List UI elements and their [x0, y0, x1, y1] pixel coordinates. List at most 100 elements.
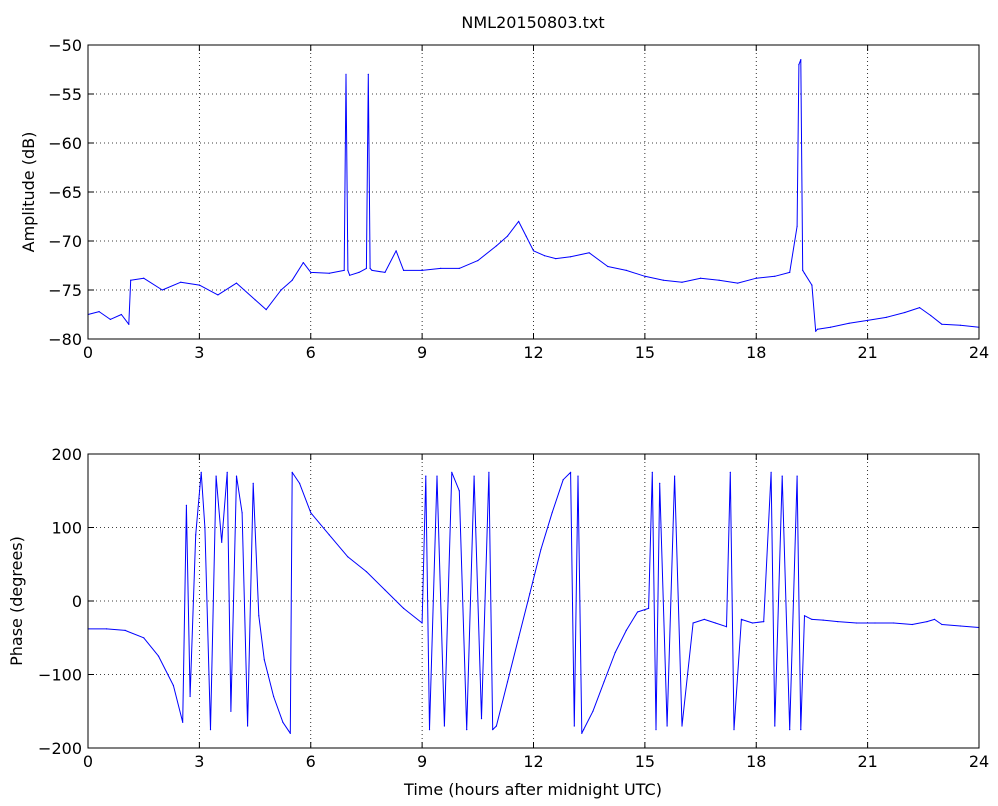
phase-data-point [289, 732, 291, 734]
phase-data-point [733, 729, 735, 731]
amplitude-data-point [941, 323, 943, 325]
amplitude-data-point [235, 282, 238, 284]
amplitude-data-point [328, 272, 330, 274]
phase-y-axis-label: Phase (degrees) [7, 536, 26, 666]
amplitude-data-point [802, 269, 804, 271]
amplitude-panel: 0 3 6 9 12 15 18 21 24 −50 −55 −60 −65 −70 −75 −80 NML2… [19, 13, 989, 362]
amplitude-data-point [143, 277, 145, 279]
x-axis-label: Time (hours after midnight UTC) [403, 780, 662, 799]
phase-x-tick-label: 21 [857, 752, 877, 771]
phase-x-tick-label: 6 [306, 752, 316, 771]
amplitude-data-point [607, 265, 609, 268]
phase-data-point [421, 622, 423, 624]
amplitude-data-point [755, 277, 757, 279]
amplitude-data-point [302, 262, 304, 264]
phase-data-point [681, 725, 683, 727]
phase-data-point [235, 475, 238, 477]
phase-y-tick-label: 200 [51, 445, 82, 464]
amplitude-data-point [811, 284, 813, 286]
amplitude-y-tick-label: −60 [48, 134, 82, 153]
amplitude-data-point [662, 279, 665, 281]
phase-data-point [310, 512, 312, 514]
phase-data-point [725, 626, 728, 628]
amplitude-data-point [254, 299, 256, 301]
phase-data-point [529, 593, 531, 595]
phase-x-tick-label: 9 [417, 752, 427, 771]
phase-data-point [230, 710, 232, 712]
phase-data-point [803, 615, 806, 617]
phase-y-tick-label: 100 [51, 519, 82, 538]
amplitude-data-point [867, 319, 869, 321]
amplitude-data-point [384, 271, 386, 273]
amplitude-data-point [310, 271, 312, 273]
amplitude-data-point [161, 289, 163, 291]
amplitude-data-point [588, 252, 590, 254]
amplitude-data-point [774, 275, 776, 277]
phase-data-point [893, 622, 895, 624]
phase-y-tick-label: −100 [38, 666, 82, 685]
phase-y-tick-label: 0 [72, 592, 82, 611]
phase-panel: 0 3 6 9 12 15 18 21 24 200 100 0 −100 −200 Phase (deg… [7, 445, 989, 799]
amplitude-data-point [458, 267, 460, 269]
phase-data-point [488, 471, 490, 473]
phase-data-point [291, 471, 293, 473]
phase-data-point [577, 475, 579, 477]
amplitude-data-point [367, 73, 369, 75]
amplitude-data-point [180, 281, 182, 283]
phase-data-point [811, 618, 813, 621]
amplitude-data-point [369, 267, 371, 269]
phase-data-point [263, 659, 265, 661]
phase-data-point [614, 651, 616, 654]
amplitude-x-tick-label: 0 [83, 343, 93, 362]
phase-data-point [822, 619, 824, 621]
amplitude-data-point [128, 323, 130, 325]
phase-data-point [774, 725, 776, 727]
phase-data-point [185, 504, 187, 506]
amplitude-data-point [347, 269, 349, 271]
phase-data-point [143, 637, 145, 639]
amplitude-data-point [815, 330, 817, 332]
amplitude-data-point [280, 289, 282, 291]
amplitude-data-point [737, 282, 739, 284]
phase-data-point [763, 621, 765, 623]
phase-data-point [480, 718, 483, 720]
phase-data-point [655, 729, 657, 731]
amplitude-data-point [885, 316, 887, 318]
phase-data-point [436, 475, 438, 477]
amplitude-data-point [625, 269, 627, 271]
phase-data-point [636, 611, 639, 613]
phase-x-tick-label: 24 [969, 752, 989, 771]
phase-data-point [659, 482, 661, 484]
phase-data-point [729, 471, 731, 473]
amplitude-data-point [477, 260, 479, 262]
amplitude-data-point [198, 284, 200, 286]
phase-data-point [200, 471, 202, 473]
amplitude-data-point [798, 64, 800, 66]
amplitude-x-tick-label: 21 [857, 343, 877, 362]
phase-data-point [495, 725, 497, 727]
phase-data-point [157, 655, 160, 657]
phase-data-point [299, 482, 301, 484]
phase-data-point [800, 729, 802, 731]
phase-data-point [328, 534, 330, 536]
amplitude-x-tick-label: 6 [306, 343, 316, 362]
amplitude-data-point [265, 309, 267, 311]
phase-data-point [458, 490, 460, 492]
amplitude-data-point [796, 225, 798, 227]
amplitude-data-point [371, 269, 373, 271]
phase-data-point [551, 512, 553, 514]
phase-data-point [425, 475, 427, 477]
amplitude-data-point [291, 279, 293, 281]
phase-data-point [403, 607, 405, 610]
phase-grid [88, 454, 979, 748]
amplitude-data-point [440, 267, 442, 269]
amplitude-data-point [358, 271, 360, 273]
amplitude-data-point [98, 311, 100, 313]
amplitude-y-tick-label: −75 [48, 281, 82, 300]
amplitude-data-point [365, 267, 367, 269]
phase-data-point [365, 571, 367, 573]
phase-data-point [540, 548, 542, 551]
phase-data-point [215, 475, 217, 477]
phase-data-point [282, 721, 284, 723]
amplitude-data-point [848, 322, 850, 324]
